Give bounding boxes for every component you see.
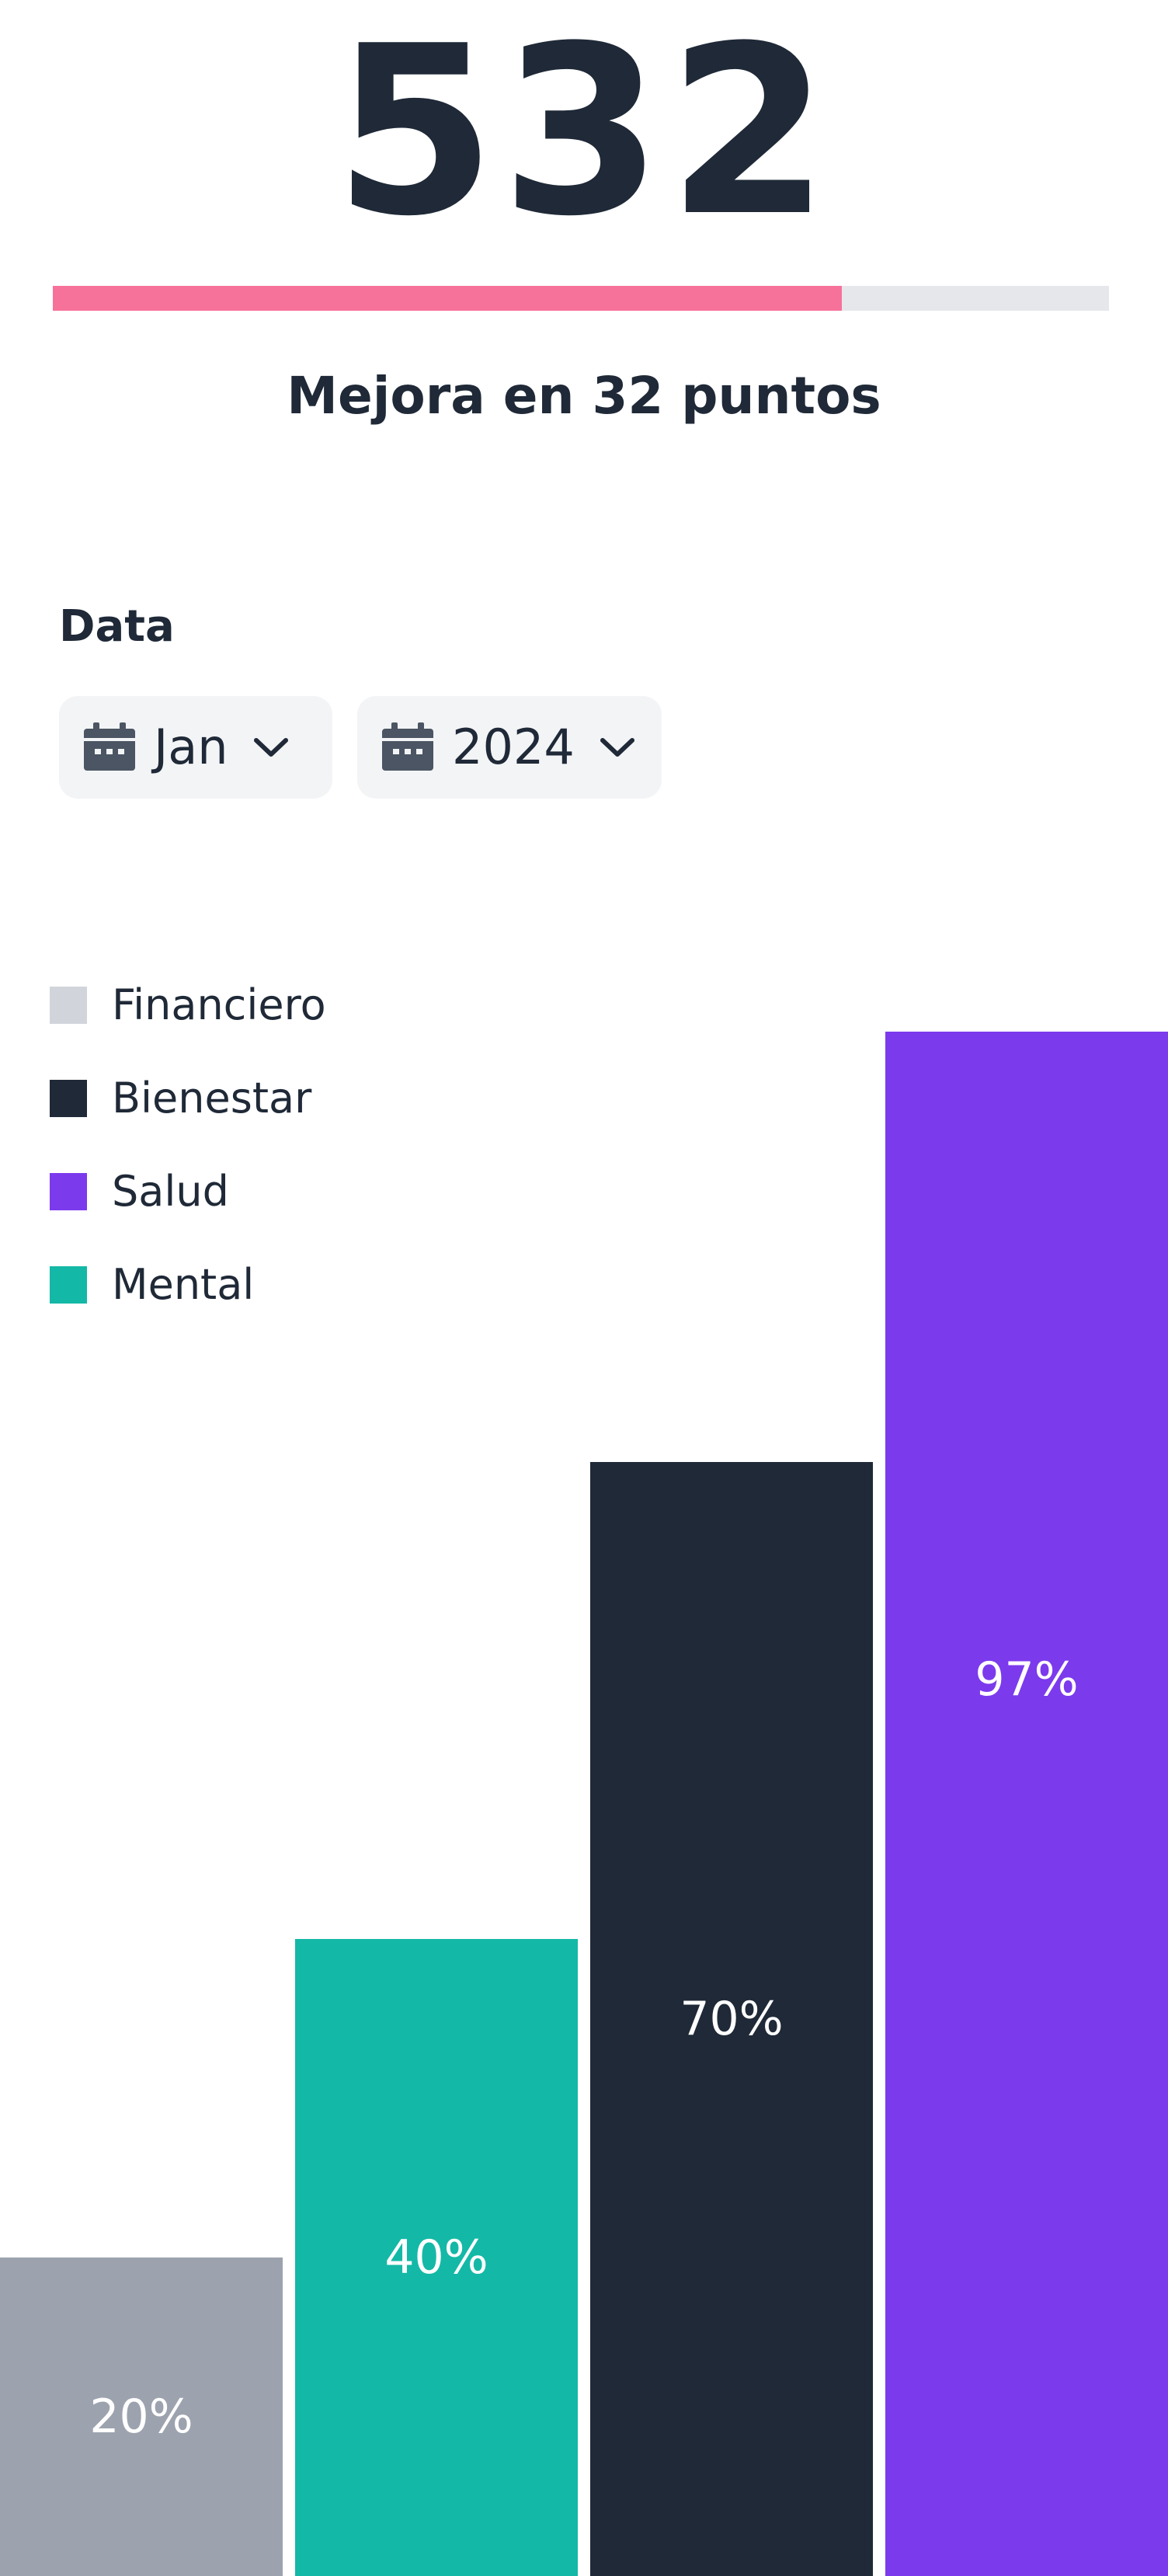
calendar-icon [382,722,433,771]
legend-label: Salud [112,1167,229,1216]
bar-value-label: 97% [975,1652,1079,1707]
legend-swatch [50,987,87,1024]
bar-value-label: 70% [680,1991,784,2046]
legend-label: Mental [112,1260,255,1309]
year-select[interactable]: 2024 [357,696,662,799]
legend-item: Salud [50,1168,326,1215]
month-select-value: Jan [154,719,228,775]
improvement-text: Mejora en 32 puntos [287,366,881,426]
legend-item: Financiero [50,982,326,1029]
score-progress-bar [53,286,1109,311]
legend-label: Financiero [112,980,326,1029]
legend-item: Bienestar [50,1075,326,1122]
date-filter-label: Data [59,601,175,652]
legend-swatch [50,1080,87,1117]
legend-swatch [50,1173,87,1210]
legend-label: Bienestar [112,1074,312,1123]
legend-swatch [50,1266,87,1304]
month-select[interactable]: Jan [59,696,332,799]
chevron-down-icon [600,738,634,757]
bar-value-label: 20% [89,2390,193,2445]
bar-mental: 40% [295,1939,578,2576]
legend-item: Mental [50,1262,326,1308]
chevron-down-icon [253,738,288,757]
year-select-value: 2024 [452,719,575,775]
bar-value-label: 40% [384,2230,488,2285]
score-progress-fill [53,286,842,311]
bar-financiero: 20% [0,2257,283,2576]
bar-bienestar: 70% [590,1461,873,2576]
bar-salud: 97% [885,1032,1168,2576]
calendar-icon [84,722,135,771]
score-value: 532 [333,0,835,267]
chart-legend: Financiero Bienestar Salud Mental [50,982,326,1359]
